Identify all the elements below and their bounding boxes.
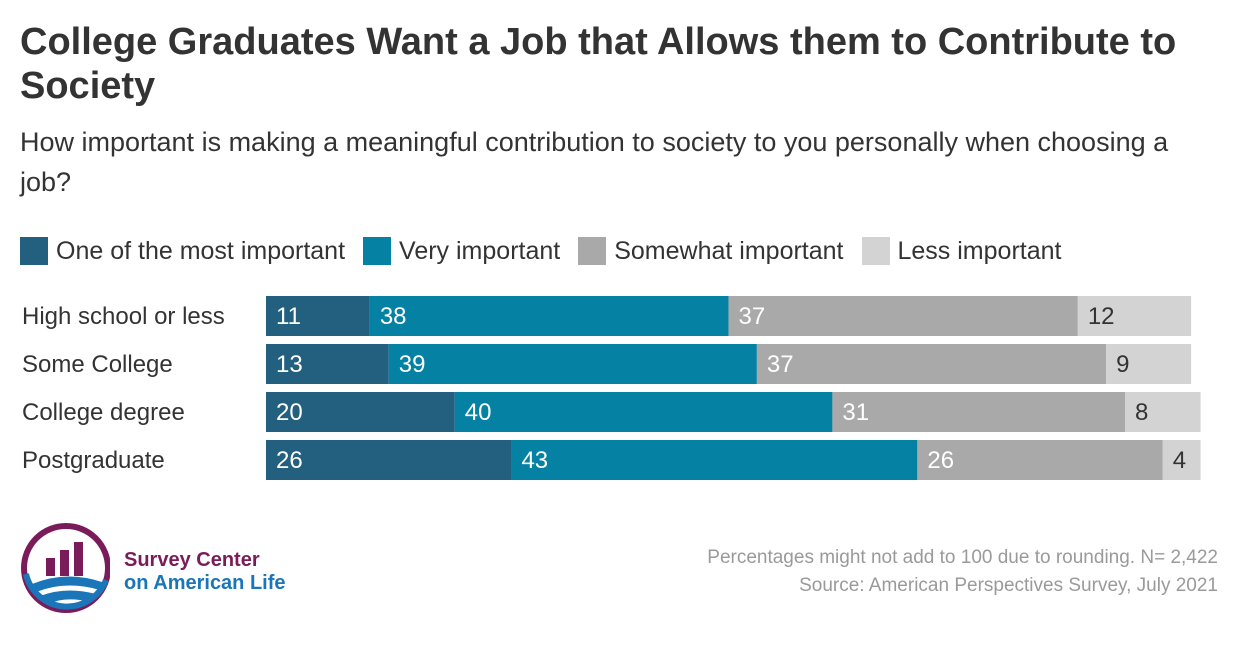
category-label: Some College bbox=[22, 351, 173, 378]
data-label: 4 bbox=[1173, 447, 1186, 474]
chart-subtitle: How important is making a meaningful con… bbox=[20, 127, 1169, 197]
legend-swatch bbox=[20, 237, 48, 265]
legend-item-3: Somewhat important bbox=[578, 236, 844, 266]
bar-segment bbox=[369, 296, 729, 336]
data-label: 39 bbox=[399, 351, 426, 378]
legend-label: Less important bbox=[897, 236, 1062, 265]
data-label: 13 bbox=[276, 351, 303, 378]
chart-title: College Graduates Want a Job that Allows… bbox=[20, 21, 1177, 107]
logo-text: Survey Center on American Life bbox=[124, 549, 286, 595]
data-label: 37 bbox=[767, 351, 794, 378]
category-label: Postgraduate bbox=[22, 447, 165, 474]
bar-segment bbox=[917, 440, 1163, 480]
legend: One of the most important Very important S… bbox=[20, 234, 1061, 268]
stacked-bar-chart: High school or less 11 38 37 12 Some College 1… bbox=[22, 296, 1201, 480]
data-label: 38 bbox=[380, 303, 407, 330]
footnote-rounding: Percentages might not add to 100 due to … bbox=[707, 547, 1218, 568]
bar-segment bbox=[728, 296, 1078, 336]
data-label: 26 bbox=[276, 447, 303, 474]
data-label: 26 bbox=[927, 447, 954, 474]
data-label: 40 bbox=[465, 399, 492, 426]
legend-label: Very important bbox=[399, 236, 561, 265]
bar-segment bbox=[1106, 344, 1192, 384]
legend-swatch bbox=[578, 237, 607, 265]
footnote: Percentages might not add to 100 due to … bbox=[707, 544, 1218, 600]
legend-swatch bbox=[363, 237, 392, 265]
bar-segment bbox=[266, 440, 512, 480]
bar-segment bbox=[1162, 440, 1201, 480]
legend-label: Somewhat important bbox=[614, 236, 844, 265]
data-label: 31 bbox=[842, 399, 869, 426]
data-label: 43 bbox=[521, 447, 548, 474]
bar-segment bbox=[454, 392, 833, 432]
data-label: 8 bbox=[1135, 399, 1148, 426]
data-label: 9 bbox=[1116, 351, 1129, 378]
logo-line-1: Survey Center bbox=[124, 549, 260, 571]
survey-center-logo-icon bbox=[21, 523, 110, 613]
category-label: High school or less bbox=[22, 303, 225, 330]
bar-segment bbox=[266, 296, 370, 336]
data-label: 37 bbox=[739, 303, 766, 330]
legend-item-4: Less important bbox=[861, 236, 1062, 266]
logo-line-2: on American Life bbox=[124, 572, 286, 594]
bar-segment bbox=[1125, 392, 1201, 432]
legend-item-1: One of the most important bbox=[20, 237, 345, 266]
legend-item-2: Very important bbox=[363, 237, 560, 266]
bar-segment bbox=[388, 344, 757, 384]
data-label: 12 bbox=[1088, 303, 1115, 330]
legend-swatch bbox=[861, 237, 890, 265]
footnote-source: Source: American Perspectives Survey, Ju… bbox=[799, 575, 1218, 596]
bar-segment bbox=[1077, 296, 1192, 336]
bar-segment bbox=[511, 440, 918, 480]
bar-segment bbox=[266, 344, 389, 384]
category-label: College degree bbox=[22, 399, 185, 426]
bar-segment bbox=[756, 344, 1107, 384]
data-label: 11 bbox=[276, 303, 301, 330]
legend-label: One of the most important bbox=[56, 236, 346, 265]
data-label: 20 bbox=[276, 399, 303, 426]
bar-segment bbox=[266, 392, 455, 432]
bar-segment bbox=[832, 392, 1126, 432]
